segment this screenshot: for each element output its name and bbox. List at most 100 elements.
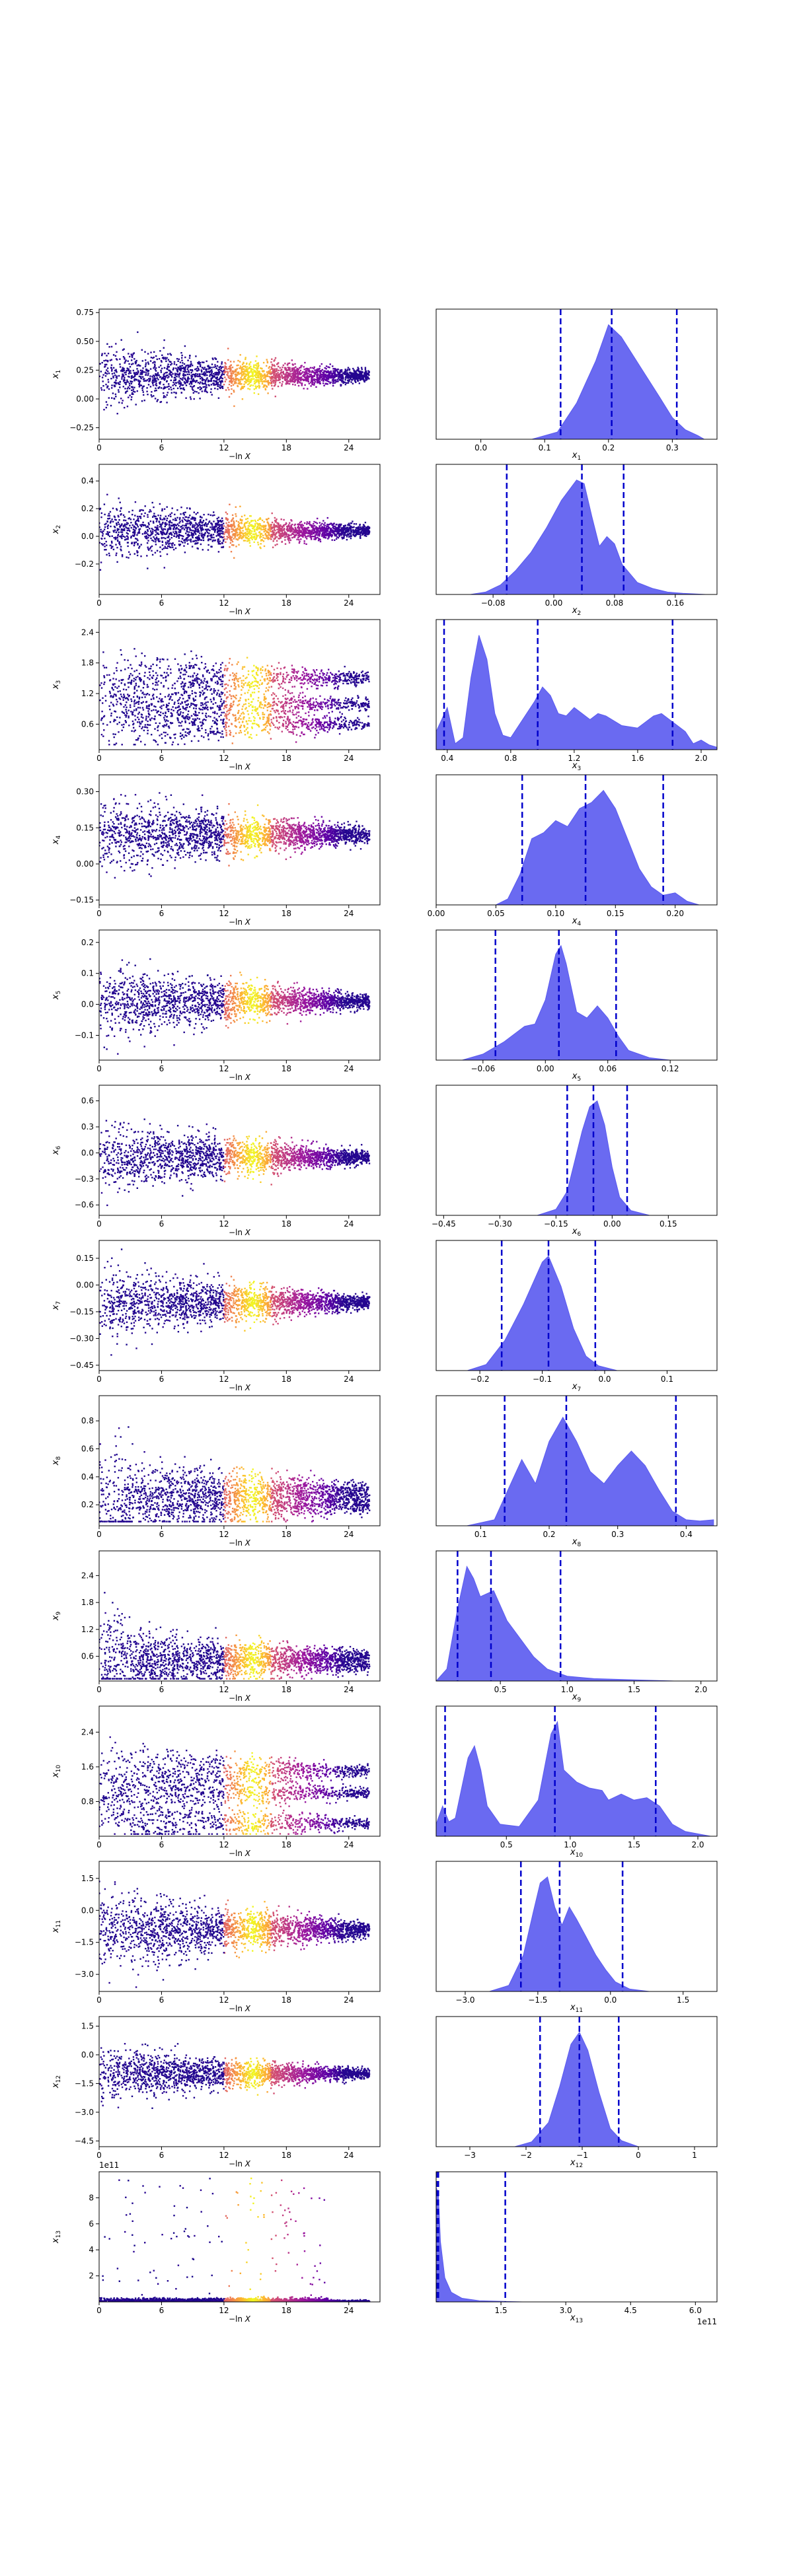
trace-point xyxy=(159,526,161,528)
trace-point xyxy=(133,373,135,375)
trace-point xyxy=(228,725,230,727)
trace-point xyxy=(182,729,184,731)
trace-point xyxy=(343,535,345,537)
trace-point xyxy=(135,526,137,529)
trace-point xyxy=(106,404,108,406)
trace-point xyxy=(253,364,255,366)
trace-point xyxy=(175,531,178,533)
trace-point xyxy=(276,528,278,530)
trace-point xyxy=(102,544,104,546)
trace-point xyxy=(125,383,127,386)
trace-point xyxy=(106,361,109,363)
trace-point xyxy=(302,530,304,533)
trace-point xyxy=(327,538,329,540)
trace-point xyxy=(231,525,233,528)
trace-point xyxy=(161,508,163,510)
trace-point xyxy=(167,547,169,550)
trace-point xyxy=(209,374,211,376)
trace-point xyxy=(136,365,138,367)
trace-point xyxy=(190,398,192,400)
trace-point xyxy=(114,355,117,357)
trace-point xyxy=(180,388,182,390)
trace-point xyxy=(324,528,326,530)
trace-point xyxy=(204,386,206,388)
trace-point xyxy=(307,534,309,537)
trace-point xyxy=(187,536,189,538)
trace-point xyxy=(120,398,122,400)
trace-point xyxy=(363,373,365,375)
trace-point xyxy=(190,369,192,371)
trace-point xyxy=(160,371,163,373)
trace-point xyxy=(158,540,160,542)
trace-point xyxy=(270,536,272,538)
trace-point xyxy=(305,376,307,378)
trace-point xyxy=(276,716,278,718)
trace-point xyxy=(247,383,249,386)
trace-point xyxy=(166,394,168,396)
trace-point xyxy=(257,542,259,544)
trace-point xyxy=(314,371,317,373)
trace-point xyxy=(227,371,229,373)
trace-point xyxy=(133,386,135,388)
trace-point xyxy=(235,531,237,533)
trace-point xyxy=(248,538,250,540)
trace-point xyxy=(252,533,254,535)
trace-point xyxy=(207,549,209,551)
trace-point xyxy=(335,723,338,726)
trace-point xyxy=(243,365,245,367)
trace-point xyxy=(300,531,302,534)
trace-point xyxy=(112,689,114,691)
trace-point xyxy=(112,376,114,378)
trace-point xyxy=(103,503,106,505)
trace-point xyxy=(309,373,311,376)
trace-point xyxy=(304,527,306,529)
trace-point xyxy=(260,375,262,378)
trace-point xyxy=(215,382,218,384)
trace-point xyxy=(313,529,316,532)
trace-point xyxy=(170,371,172,373)
trace-point xyxy=(143,400,145,402)
trace-point xyxy=(155,355,157,357)
trace-point xyxy=(246,520,249,522)
trace-point xyxy=(233,523,235,525)
trace-point xyxy=(247,540,250,542)
trace-point xyxy=(332,379,334,381)
trace-point xyxy=(336,369,338,371)
trace-point xyxy=(304,384,306,386)
trace-point xyxy=(240,532,242,534)
trace-point xyxy=(169,528,172,530)
trace-point xyxy=(187,522,189,525)
trace-point xyxy=(258,376,260,379)
trace-point xyxy=(346,534,348,536)
trace-point xyxy=(122,349,124,351)
trace-points xyxy=(99,331,370,415)
trace-point xyxy=(243,726,246,728)
trace-point xyxy=(319,378,321,380)
trace-point xyxy=(243,525,245,527)
trace-point xyxy=(276,522,278,524)
trace-point xyxy=(180,378,183,380)
trace-point xyxy=(291,523,293,526)
trace-point xyxy=(222,366,224,368)
trace-point xyxy=(172,531,174,533)
trace-point xyxy=(119,535,121,538)
trace-point xyxy=(203,514,205,516)
trace-point xyxy=(190,522,192,524)
trace-point xyxy=(211,536,213,539)
trace-point xyxy=(211,522,213,525)
trace-point xyxy=(208,371,209,373)
trace-point xyxy=(125,371,127,373)
trace-point xyxy=(116,539,119,541)
trace-point xyxy=(206,384,208,386)
trace-point xyxy=(350,532,352,534)
trace-point xyxy=(161,527,163,529)
trace-point xyxy=(188,686,190,688)
trace-point xyxy=(322,373,324,375)
trace-point xyxy=(134,522,137,524)
trace-point xyxy=(305,378,307,381)
trace-point xyxy=(176,699,179,702)
trace-point xyxy=(221,380,223,382)
trace-point xyxy=(261,374,263,376)
trace-point xyxy=(184,538,186,541)
